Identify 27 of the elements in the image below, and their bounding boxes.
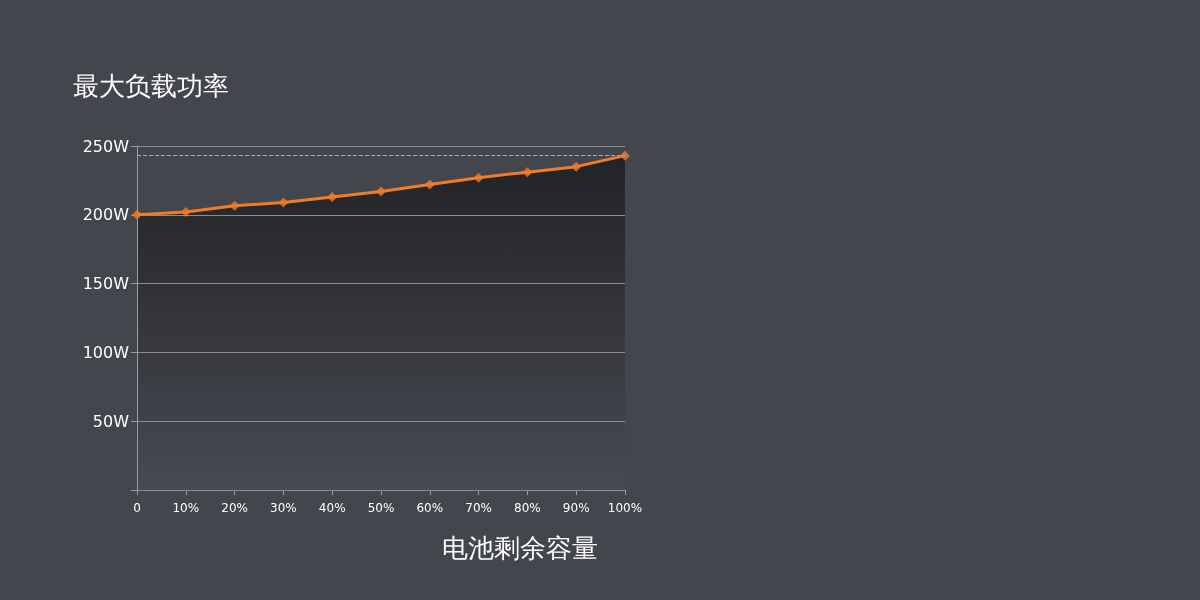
x-tick-label: 40% [318,501,346,515]
x-tick-label: 80% [514,501,541,515]
x-tick-label: 90% [562,501,590,515]
point [132,209,142,220]
y-tick-label: 250W [82,136,130,156]
point [522,167,533,178]
x-axis-title: 电池剩余容量 [442,533,598,563]
x-tick-label: 50% [367,501,395,515]
x-tick-label: 30% [270,501,297,515]
y-tick-label: 100W [82,342,130,362]
x-tick-label: 100% [607,501,643,515]
y-tick-label: 200W [82,205,130,225]
point [229,200,240,211]
y-tick-label: 150W [82,274,130,294]
x-tick-label: 0 [133,501,141,515]
point [571,161,582,172]
point [278,197,289,208]
x-tick-label: 70% [465,501,492,515]
x-tick-label: 20% [221,501,248,515]
point [376,186,386,197]
x-tick-label: 60% [416,501,444,515]
point [473,172,484,183]
chart-title: 最大负载功率 [73,71,229,101]
y-tick-label: 50W [92,411,130,431]
point [424,179,435,190]
x-tick-label: 10% [172,501,200,515]
point [620,150,630,161]
